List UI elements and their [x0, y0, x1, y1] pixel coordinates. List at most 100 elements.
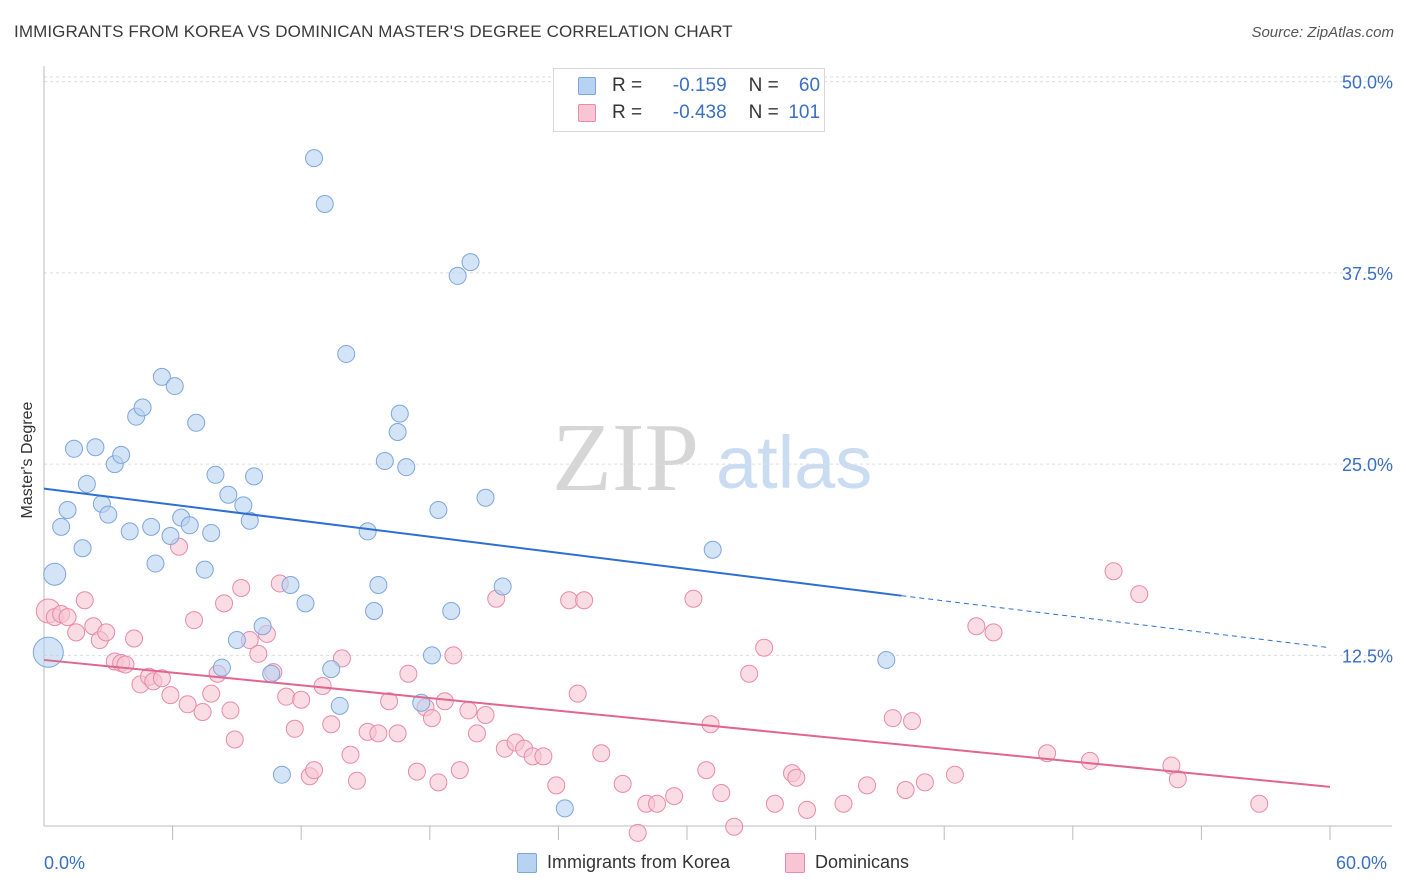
- dominicans-point: [152, 669, 171, 688]
- korea-point: [272, 765, 291, 784]
- korea-point: [77, 474, 96, 493]
- dominicans-swatch: [578, 104, 596, 122]
- korea-point: [58, 501, 77, 519]
- dominicans-point: [215, 594, 234, 613]
- korea-point: [262, 664, 281, 683]
- korea-points: [32, 149, 896, 818]
- dominicans-point: [575, 591, 594, 610]
- dominicans-point: [332, 649, 351, 668]
- korea-point: [877, 650, 896, 669]
- dominicans-point: [858, 776, 877, 795]
- dominicans-point: [369, 724, 388, 743]
- korea-point: [219, 485, 238, 504]
- korea-point: [187, 413, 206, 432]
- dominicans-point: [560, 591, 579, 610]
- korea-point: [152, 367, 171, 386]
- dominicans-point: [765, 794, 784, 813]
- legend-row-korea: R = -0.159 N = 60: [578, 75, 820, 97]
- legend-row-dominicans: R = -0.438 N = 101: [578, 102, 820, 124]
- watermark: ZIP atlas: [552, 404, 872, 512]
- dominicans-point: [407, 762, 426, 781]
- dominicans-point: [665, 787, 684, 806]
- dominicans-point: [125, 629, 144, 648]
- legend-item-dominicans[interactable]: Dominicans: [785, 852, 909, 873]
- korea-point: [429, 501, 448, 519]
- tick-labels: 12.5% 25.0% 37.5% 50.0%: [1342, 73, 1393, 667]
- y-tick-label: 50.0%: [1342, 73, 1393, 93]
- korea-point: [476, 488, 495, 507]
- dominicans-point: [292, 690, 311, 709]
- dominicans-point: [97, 623, 116, 642]
- series-legend: Immigrants from Korea Dominicans: [0, 852, 1406, 878]
- dominicans-point: [740, 664, 759, 683]
- dominicans-point: [984, 623, 1003, 642]
- korea-point: [234, 496, 253, 515]
- korea-point: [212, 658, 231, 677]
- korea-point: [195, 560, 214, 579]
- korea-point: [315, 195, 334, 213]
- watermark-zip: ZIP: [552, 404, 699, 512]
- dominicans-point: [185, 611, 204, 630]
- dominicans-point: [697, 761, 716, 780]
- dominicans-point: [628, 823, 647, 842]
- trend-lines: [43, 487, 1331, 788]
- korea-point: [146, 554, 165, 573]
- dominicans-point: [380, 692, 399, 711]
- korea-point: [322, 660, 341, 679]
- korea-legend-swatch: [517, 852, 537, 873]
- watermark-atlas: atlas: [716, 421, 872, 504]
- korea-point: [180, 516, 199, 535]
- korea-swatch: [578, 77, 596, 95]
- dominicans-point: [225, 730, 244, 749]
- dominicans-point: [467, 724, 486, 743]
- korea-point: [448, 266, 467, 285]
- dominicans-point: [647, 794, 666, 813]
- dominicans-point: [116, 655, 135, 674]
- dominicans-point: [58, 608, 77, 627]
- dominicans-point: [178, 695, 197, 714]
- r-value: -0.159: [672, 75, 727, 96]
- dominicans-point: [915, 773, 934, 792]
- korea-point: [240, 511, 259, 530]
- korea-point: [165, 377, 184, 396]
- dominicans-point: [341, 745, 360, 764]
- dominicans-point: [221, 701, 240, 720]
- legend-item-korea[interactable]: Immigrants from Korea: [517, 852, 730, 873]
- korea-point: [388, 422, 407, 441]
- korea-point: [493, 577, 512, 596]
- dominicans-point: [1250, 794, 1269, 813]
- r-label: R =: [612, 102, 643, 123]
- chart-title: IMMIGRANTS FROM KOREA VS DOMINICAN MASTE…: [14, 22, 733, 41]
- dominicans-point: [277, 687, 296, 706]
- korea-point: [305, 149, 324, 168]
- korea-point: [52, 517, 71, 536]
- korea-point: [99, 505, 118, 524]
- dominicans-point: [388, 724, 407, 743]
- korea-point: [86, 438, 105, 457]
- dominicans-point: [347, 771, 366, 790]
- dominicans-point: [422, 709, 441, 728]
- dominicans-point: [613, 774, 632, 793]
- dominicans-point: [798, 800, 817, 819]
- korea-point: [32, 636, 64, 668]
- korea-trend-extension: [901, 595, 1331, 649]
- x-tick-min: 0.0%: [44, 853, 86, 873]
- dominicans-point: [459, 701, 478, 720]
- korea-point: [245, 467, 264, 486]
- dominicans-point: [1038, 744, 1057, 763]
- dominicans-point: [450, 761, 469, 780]
- dominicans-point: [1130, 585, 1149, 604]
- stats-legend: R = -0.159 N = 60 R = -0.438 N = 101: [553, 68, 825, 132]
- r-value: -0.438: [672, 102, 727, 123]
- dominicans-point: [1080, 751, 1099, 770]
- dominicans-point: [592, 744, 611, 763]
- dominicans-point: [444, 646, 463, 665]
- dominicans-legend-swatch: [785, 852, 805, 873]
- korea-point: [375, 452, 394, 471]
- dominicans-point: [202, 684, 221, 703]
- korea-point: [461, 253, 480, 272]
- x-tick-max: 60.0%: [1336, 853, 1388, 873]
- dominicans-point: [1104, 562, 1123, 581]
- dominicans-point: [967, 617, 986, 636]
